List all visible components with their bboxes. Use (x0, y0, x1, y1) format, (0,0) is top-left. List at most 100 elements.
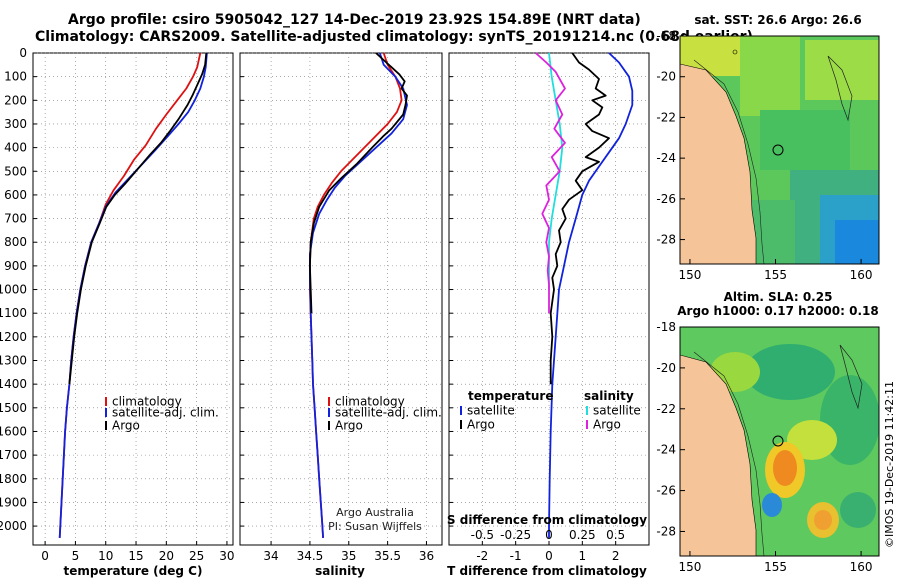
series-line-t-argo (549, 52, 610, 385)
sst-map-x-ticks: 150 155 160 (678, 259, 873, 282)
x-tick-label: -1 (510, 549, 522, 563)
map-x-tick-label: 155 (764, 560, 787, 574)
depth-tick-label: 100 (4, 70, 27, 84)
depth-tick-label: 400 (4, 141, 27, 155)
map-x-tick-label: 150 (678, 268, 701, 282)
difference-panel: -2 -1 0 1 2 -0.5 -0.25 0 0.25 0.5 S difference f… (447, 52, 650, 578)
legend-salinity-title: salinity (584, 389, 634, 403)
series-line-t-satellite (548, 52, 634, 538)
legend-label-argo: Argo (112, 419, 140, 433)
map-y-tick-label: -28 (656, 233, 676, 247)
legend-label-argo: Argo (335, 419, 363, 433)
sla-map-title-line1: Altim. SLA: 0.25 (724, 290, 833, 304)
x-tick-label: 20 (159, 549, 174, 563)
temperature-panel: 0 5 10 15 20 25 30 temperature (deg C) climato… (32, 52, 235, 578)
s-diff-tick-label: -0.25 (500, 528, 531, 542)
legend-label-climatology: climatology (112, 395, 182, 409)
series-line-satellite-adj-clim- (309, 52, 408, 538)
depth-tick-label: 0 (19, 46, 27, 60)
salinity-series (309, 52, 408, 538)
salinity-gridlines (240, 52, 442, 545)
salinity-x-ticks: 34 34.5 35 35.5 36 (263, 541, 434, 563)
x-tick-label: 2 (612, 549, 620, 563)
map-y-tick-label: -24 (656, 151, 676, 165)
annotation-argo-australia: Argo Australia (336, 506, 414, 519)
temperature-legend: climatology satellite-adj. clim. Argo (105, 395, 219, 433)
map-y-tick-label: -20 (656, 70, 676, 84)
x-tick-label: 5 (72, 549, 80, 563)
depth-tick-label: 1900 (0, 495, 27, 509)
depth-tick-label: 1300 (0, 354, 27, 368)
x-tick-label: 10 (98, 549, 113, 563)
depth-axis-labels: 0 100 200 300 400 500 600 700 800 900 1000 1100 1200… (0, 46, 27, 533)
s-diff-tick-label: -0.5 (471, 528, 494, 542)
s-diff-tick-label: 0 (545, 528, 553, 542)
x-tick-label: 15 (128, 549, 143, 563)
map-y-tick-label: -18 (656, 320, 676, 334)
temperature-xlabel: temperature (deg C) (64, 564, 203, 578)
t-difference-xlabel: T difference from climatology (447, 564, 647, 578)
difference-legend: temperature satellite Argo salinity sate… (460, 389, 641, 432)
annotation-pi: PI: Susan Wijffels (328, 520, 422, 533)
difference-series (535, 52, 634, 538)
legend-label-satellite: satellite-adj. clim. (335, 406, 442, 420)
depth-tick-label: 1800 (0, 472, 27, 486)
depth-tick-label: 1500 (0, 401, 27, 415)
depth-tick-label: 800 (4, 235, 27, 249)
map-x-tick-label: 150 (678, 560, 701, 574)
map-y-tick-label: -20 (656, 361, 676, 375)
legend-label-s-satellite: satellite (593, 404, 641, 418)
depth-tick-label: 1100 (0, 306, 27, 320)
sla-map-x-ticks: 150 155 160 (678, 551, 873, 574)
depth-tick-label: 1600 (0, 424, 27, 438)
series-line-satellite-adj-clim- (58, 52, 208, 538)
s-diff-tick-label: 0.25 (569, 528, 596, 542)
depth-tick-label: 500 (4, 164, 27, 178)
salinity-xlabel: salinity (315, 564, 365, 578)
map-y-tick-label: -26 (656, 192, 676, 206)
map-x-tick-label: 160 (850, 560, 873, 574)
depth-tick-label: 1200 (0, 330, 27, 344)
s-difference-label: S difference from climatology (447, 513, 647, 527)
x-tick-label: 34.5 (297, 549, 324, 563)
x-tick-label: 35 (341, 549, 356, 563)
series-line-s-argo (535, 52, 566, 314)
temperature-gridlines (33, 52, 233, 545)
sst-map-title: sat. SST: 26.6 Argo: 26.6 (694, 13, 861, 27)
x-tick-label: 30 (219, 549, 234, 563)
legend-temperature-title: temperature (468, 389, 553, 403)
sst-map-y-ticks: -18 -20 -22 -24 -26 -28 (656, 29, 685, 247)
map-y-tick-label: -28 (656, 524, 676, 538)
sla-map-title-line2: Argo h1000: 0.17 h2000: 0.18 (677, 304, 878, 318)
figure-title-line2: Climatology: CARS2009. Satellite-adjuste… (35, 29, 753, 45)
sst-map: sat. SST: 26.6 Argo: 26.6 -18 -20 -22 -24 -2… (656, 13, 880, 282)
map-y-tick-label: -22 (656, 402, 676, 416)
legend-label-t-argo: Argo (467, 418, 495, 432)
map-x-tick-label: 155 (764, 268, 787, 282)
salinity-legend: climatology satellite-adj. clim. Argo (328, 395, 442, 433)
x-tick-label: 25 (189, 549, 204, 563)
depth-tick-label: 1700 (0, 448, 27, 462)
x-tick-label: -2 (476, 549, 488, 563)
series-line-argo (68, 52, 208, 385)
map-x-tick-label: 160 (850, 268, 873, 282)
depth-tick-label: 600 (4, 188, 27, 202)
sla-map-frame (679, 326, 880, 557)
map-y-tick-label: -26 (656, 484, 676, 498)
x-tick-label: 34 (263, 549, 278, 563)
x-tick-label: 36 (419, 549, 434, 563)
depth-tick-label: 200 (4, 93, 27, 107)
sst-map-image (680, 36, 879, 264)
legend-label-s-argo: Argo (593, 418, 621, 432)
temperature-x-ticks: 0 5 10 15 20 25 30 (41, 541, 235, 563)
difference-x-ticks: -2 -1 0 1 2 (476, 541, 619, 563)
series-line-argo (309, 52, 408, 314)
sst-map-frame (679, 35, 880, 265)
legend-label-climatology: climatology (335, 395, 405, 409)
x-tick-label: 0 (545, 549, 553, 563)
sla-map: Altim. SLA: 0.25 Argo h1000: 0.17 h2000:… (656, 290, 880, 574)
sla-map-y-ticks: -18 -20 -22 -24 -26 -28 (656, 320, 685, 538)
depth-tick-label: 2000 (0, 519, 27, 533)
map-y-tick-label: -24 (656, 443, 676, 457)
